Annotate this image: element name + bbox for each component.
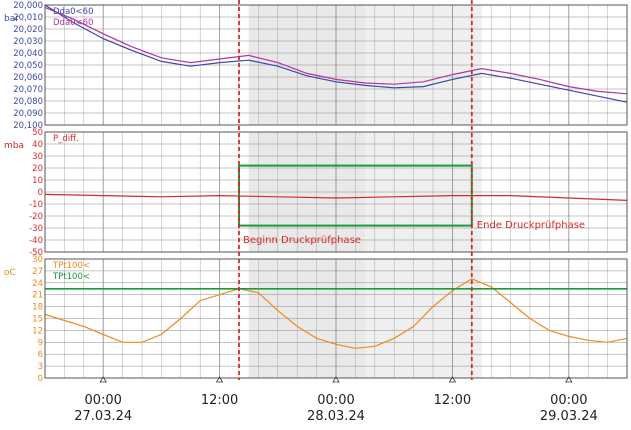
y-tick-label: 27 (32, 267, 43, 277)
y-tick-label: 9 (38, 338, 43, 348)
y-tick-label: 20,060 (13, 73, 43, 83)
y-tick-label: 21 (32, 291, 43, 301)
series-line-orange (44, 278, 628, 349)
y-tick-label: 20,100 (13, 121, 43, 131)
panel-frame (44, 4, 628, 126)
series (44, 4, 628, 349)
y-tick-label: 30 (32, 152, 43, 162)
series-line-blue (44, 4, 628, 103)
y-tick-label: 20 (32, 164, 43, 174)
y-tick-label: 20,000 (13, 1, 43, 11)
y-tick-label: -50 (29, 248, 43, 258)
y-tick-label: -40 (29, 236, 43, 246)
y-tick-label: 20,050 (13, 61, 43, 71)
y-tick-label: 20,010 (13, 13, 43, 23)
y-tick-label: 20,030 (13, 37, 43, 47)
time-tick-date: 28.03.24 (307, 409, 365, 424)
y-tick-label: 12 (32, 326, 43, 336)
series-line-magenta (44, 6, 628, 95)
annotation-end: Ende Druckprüfphase (477, 220, 585, 231)
y-tick-label: 50 (32, 128, 43, 138)
labels: 20,000 20,010 20,020 20,030 20,040 20,050 20,0… (4, 1, 598, 424)
legend-entry: Dda0<60 (53, 7, 94, 17)
time-tick-label: 00:00 (317, 393, 354, 408)
y-tick-label: -30 (29, 224, 43, 234)
y-tick-label: 20,040 (13, 49, 43, 59)
panel-frame (44, 258, 628, 379)
time-tick-label: 00:00 (550, 393, 587, 408)
annotation-begin: Beginn Druckprüfphase (243, 235, 361, 246)
legend-entry: TPt100< (52, 261, 90, 271)
y-tick-label: 20,070 (13, 85, 43, 95)
legend-entry: Dda0<60 (53, 18, 94, 28)
y-tick-label: -20 (29, 212, 43, 222)
y-tick-label: 10 (32, 176, 43, 186)
time-tick-marker (448, 376, 457, 383)
panel-frame (44, 131, 628, 253)
grid (45, 5, 627, 378)
panel-frames (44, 4, 628, 383)
y-tick-label: 15 (32, 315, 43, 325)
y-tick-label: 24 (32, 279, 43, 289)
y-axis-unit: bar (4, 14, 19, 24)
y-tick-label: 3 (38, 362, 43, 372)
phase-markers (238, 0, 473, 380)
y-axis-unit: mba (4, 141, 24, 151)
y-tick-label: 40 (32, 140, 43, 150)
legend-entry: P_diff. (53, 134, 79, 144)
time-tick-label: 12:00 (434, 393, 471, 408)
y-tick-label: 20,080 (13, 97, 43, 107)
shaded-periods (248, 5, 482, 378)
time-tick-marker (99, 376, 107, 383)
y-tick-label: 20,020 (13, 25, 43, 35)
test-phase-box (238, 164, 473, 227)
y-tick-label: 0 (38, 374, 43, 384)
time-tick-marker (332, 376, 340, 383)
y-tick-label: 0 (38, 188, 43, 198)
time-tick-marker (565, 376, 573, 383)
legend-entry: TPt100< (52, 272, 90, 282)
series-line-red (44, 193, 628, 201)
y-axis-unit: oC (4, 268, 16, 278)
y-tick-label: 18 (32, 303, 43, 313)
time-tick-date: 27.03.24 (74, 409, 132, 424)
time-tick-date: 29.03.24 (540, 409, 598, 424)
time-tick-label: 12:00 (201, 393, 238, 408)
y-tick-label: 6 (38, 350, 43, 360)
time-tick-label: 00:00 (84, 393, 121, 408)
time-tick-marker (215, 376, 224, 383)
y-tick-label: 30 (32, 255, 43, 265)
y-tick-label: 20,090 (13, 109, 43, 119)
y-tick-label: -10 (29, 200, 43, 210)
